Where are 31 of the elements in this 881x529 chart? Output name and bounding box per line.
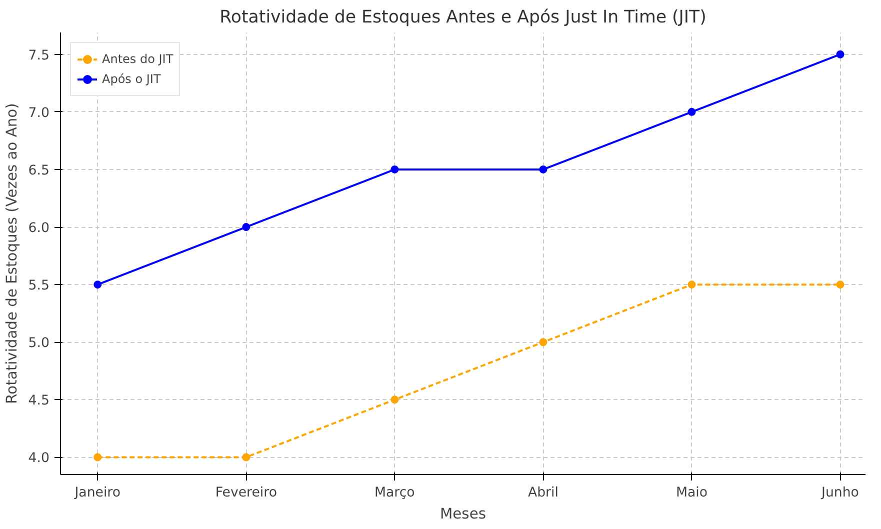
y-tick-label: 6.0 bbox=[28, 221, 50, 236]
y-tick-label: 6.5 bbox=[28, 163, 50, 178]
x-tick-label: Março bbox=[374, 486, 415, 500]
x-axis-title: Meses bbox=[440, 506, 486, 522]
point bbox=[94, 280, 102, 289]
y-tick-label: 7.0 bbox=[28, 106, 50, 121]
point bbox=[390, 396, 399, 404]
y-tick-label: 5.0 bbox=[28, 336, 50, 352]
point bbox=[242, 223, 250, 232]
y-tick-label: 4.0 bbox=[28, 451, 50, 466]
y-tick-label: 4.5 bbox=[28, 394, 50, 409]
point bbox=[688, 108, 696, 116]
point bbox=[539, 338, 548, 346]
point bbox=[94, 453, 102, 462]
legend-label: Antes do JIT bbox=[102, 52, 174, 66]
point bbox=[539, 165, 548, 174]
x-tick-label: Janeiro bbox=[74, 486, 121, 500]
x-tick-label: Abril bbox=[528, 486, 558, 500]
legend-label: Após o JIT bbox=[102, 72, 161, 86]
point bbox=[836, 50, 844, 58]
point bbox=[242, 453, 250, 462]
point bbox=[688, 280, 696, 289]
y-axis-title: Rotatividade de Estoques (Vezes ao Ano) bbox=[3, 103, 20, 404]
y-tick-label: 7.5 bbox=[28, 48, 50, 64]
y-tick-label: 5.5 bbox=[28, 278, 50, 294]
x-tick-label: Junho bbox=[820, 486, 859, 500]
x-tick-label: Fevereiro bbox=[215, 486, 277, 500]
point bbox=[390, 165, 399, 174]
chart-title: Rotatividade de Estoques Antes e Após Just In Time (JIT) bbox=[220, 8, 706, 28]
point bbox=[836, 280, 844, 289]
x-tick-label: Maio bbox=[676, 486, 708, 500]
